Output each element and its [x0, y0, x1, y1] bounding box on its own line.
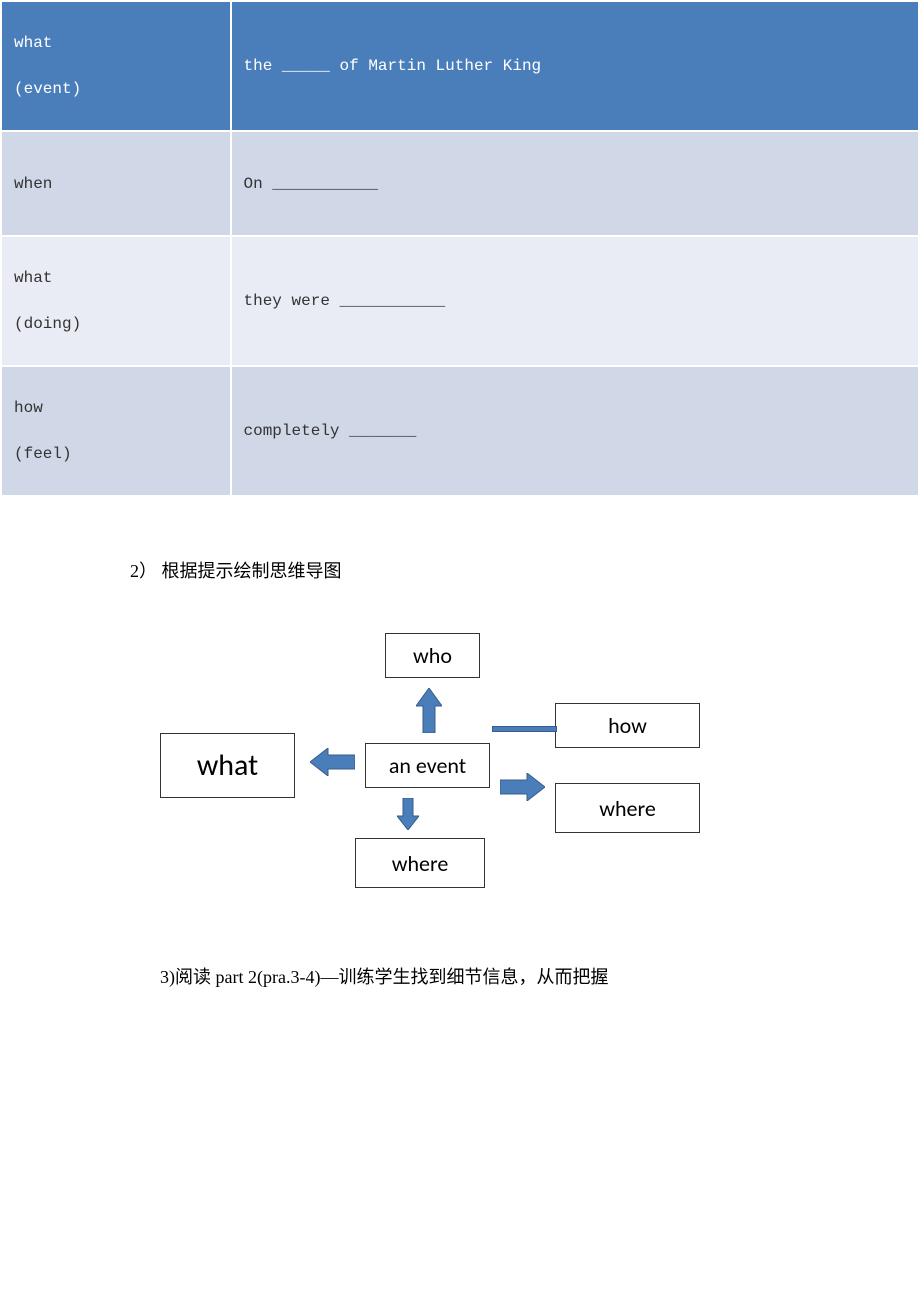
cell-sublabel: (feel) [14, 445, 218, 463]
node-where-bottom: where [355, 838, 485, 888]
arrow-down-icon [397, 798, 419, 830]
connector-line [492, 726, 557, 732]
cell-label: what [14, 34, 52, 52]
event-table: what (event) the _____ of Martin Luther … [0, 0, 920, 497]
table-row: when On ___________ [1, 131, 919, 236]
mind-map-diagram: what who an event how where where [160, 633, 730, 913]
table-row: what (doing) they were ___________ [1, 236, 919, 366]
node-how: how [555, 703, 700, 748]
arrow-left-icon [310, 748, 355, 776]
table-row: what (event) the _____ of Martin Luther … [1, 1, 919, 131]
cell-content: On ___________ [244, 175, 378, 193]
node-who: who [385, 633, 480, 678]
cell-content: completely _______ [244, 422, 417, 440]
arrow-up-icon [416, 688, 442, 733]
cell-label: when [14, 175, 52, 193]
table-row: how (feel) completely _______ [1, 366, 919, 496]
cell-content: the _____ of Martin Luther King [244, 57, 542, 75]
arrow-right-icon [500, 773, 545, 801]
node-what: what [160, 733, 295, 798]
cell-sublabel: (doing) [14, 315, 218, 333]
cell-sublabel: (event) [14, 80, 218, 98]
instruction-text-3: 3)阅读 part 2(pra.3-4)—训练学生找到细节信息，从而把握 [160, 963, 920, 989]
node-center: an event [365, 743, 490, 788]
cell-label: how [14, 399, 43, 417]
cell-content: they were ___________ [244, 292, 446, 310]
node-where-right: where [555, 783, 700, 833]
fill-blank-table: what (event) the _____ of Martin Luther … [0, 0, 920, 497]
cell-label: what [14, 269, 52, 287]
instruction-text-2: 2） 根据提示绘制思维导图 [130, 557, 920, 583]
